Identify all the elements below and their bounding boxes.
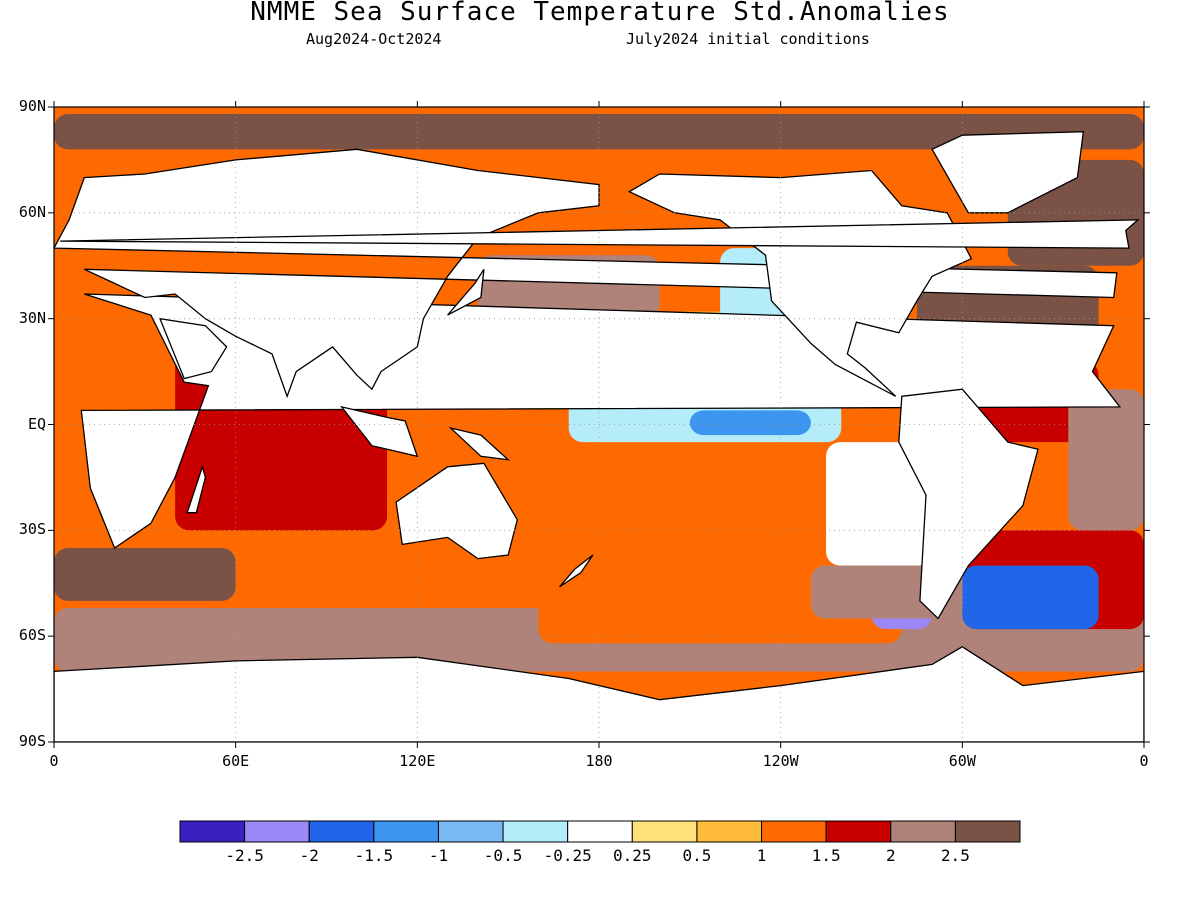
land-indonesia	[339, 405, 419, 458]
land-mask	[54, 131, 1144, 742]
land-new-zealand	[559, 554, 594, 588]
colorbar-label: 1.5	[811, 846, 841, 865]
colorbar-label: -1.5	[354, 846, 394, 865]
anomaly-region-5	[417, 442, 842, 531]
lat-label: 60N	[18, 202, 46, 221]
axis-ticks	[48, 101, 1150, 748]
colorbar-swatch	[179, 820, 246, 843]
colorbar-swatch	[696, 820, 763, 843]
lon-label: 120E	[399, 752, 436, 770]
lat-label: 90N	[18, 97, 46, 115]
land-eurasia	[54, 148, 1118, 399]
colorbar-label: 2	[885, 846, 896, 865]
colorbar-swatch	[567, 820, 633, 843]
lon-label: 180	[585, 752, 613, 770]
colorbar-swatch	[825, 820, 892, 843]
colorbar-swatch	[502, 820, 569, 843]
colorbar-label: 2.5	[940, 846, 970, 865]
anomaly-region-3	[538, 547, 902, 644]
colorbar-swatch	[437, 820, 504, 843]
lat-label: 90S	[18, 732, 46, 750]
land-madagascar	[186, 464, 207, 514]
land-arabia	[158, 317, 228, 380]
colorbar-swatch	[890, 820, 956, 843]
colorbar-swatch	[373, 820, 439, 843]
land-uk	[60, 219, 1140, 249]
anomaly-region-11	[689, 410, 811, 436]
land-new-guinea	[448, 426, 511, 461]
anomaly-region-0	[54, 114, 1144, 150]
anomaly-region-18	[54, 547, 236, 601]
lon-label: 120W	[762, 752, 799, 770]
map-title: NMME Sea Surface Temperature Std.Anomali…	[250, 0, 950, 27]
lon-label: 0	[1139, 752, 1149, 770]
colorbar-label: -1	[428, 846, 449, 865]
lat-label: 30N	[18, 308, 46, 327]
colorbar-swatch	[761, 820, 827, 843]
colorbar-label: -0.25	[543, 846, 592, 865]
initial-conditions: July2024 initial conditions	[626, 30, 870, 48]
lon-label: 0	[49, 752, 59, 770]
anomaly-region-16	[1068, 389, 1144, 531]
lat-label: 30S	[18, 520, 46, 539]
land-south-america	[898, 388, 1039, 620]
colorbar-label: -0.5	[483, 846, 523, 865]
colorbar-label: 0.25	[613, 846, 652, 865]
colorbar-label: -2.5	[225, 846, 264, 865]
gridlines	[54, 107, 1144, 742]
colorbar-swatch	[244, 820, 310, 843]
lon-label: 60W	[948, 752, 976, 770]
lat-label: 60S	[18, 626, 46, 645]
colorbar-label: -2	[299, 846, 319, 865]
lat-label: EQ	[27, 414, 46, 433]
colorbar-swatch	[954, 820, 1021, 843]
colorbar-label: 1	[756, 846, 767, 865]
anomaly-region-12	[826, 442, 933, 566]
colorbar-swatch	[631, 820, 698, 843]
land-greenland	[931, 131, 1085, 214]
land-japan	[447, 268, 485, 316]
lon-label: 60E	[222, 752, 250, 770]
anomaly-region-17	[962, 565, 1099, 630]
colorbar	[179, 820, 1021, 843]
colorbar-swatch	[308, 820, 375, 843]
forecast-period: Aug2024-Oct2024	[306, 30, 442, 48]
colorbar-label: 0.5	[682, 846, 712, 865]
